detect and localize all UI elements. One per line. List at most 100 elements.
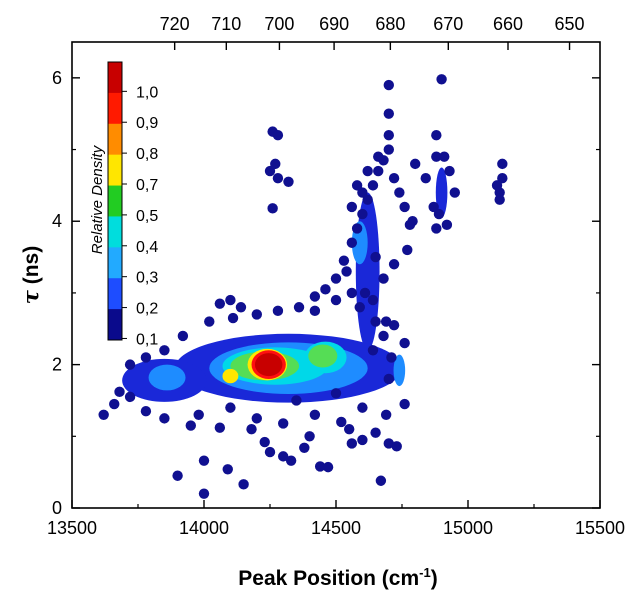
colorbar-segment [108,278,122,310]
data-point [251,309,262,320]
density-region-mid_low [148,364,186,391]
top-tick-label: 710 [211,14,241,34]
data-point [378,273,389,284]
top-tick-label: 650 [555,14,585,34]
y-tick-label: 0 [52,498,62,518]
data-point [304,431,315,442]
x-axis-title: Peak Position (cm-1) [238,565,437,590]
colorbar-segment [108,154,122,187]
data-point [367,345,379,356]
colorbar-label: 0,7 [136,177,158,194]
data-point [330,294,342,306]
data-point [380,316,392,327]
colorbar-label: 0,5 [136,208,158,225]
data-point [346,438,358,449]
data-point [235,302,247,313]
data-point [370,427,381,438]
data-point [341,266,352,277]
data-point [380,409,392,420]
data-point [362,194,373,205]
data-point [291,395,302,406]
data-point [124,359,136,370]
data-point [330,388,342,399]
data-point [185,420,196,431]
data-point [431,130,442,141]
data-point [309,305,321,317]
data-point [140,406,152,417]
x-axis-ticks: 13500 14000 14500 15000 15500 [47,500,625,538]
data-point [375,475,387,486]
data-point [388,173,400,184]
colorbar-segment [108,309,122,341]
top-tick-label: 700 [264,14,294,34]
data-point [399,398,410,410]
data-point [278,418,289,429]
colorbar-label: 0,1 [136,331,158,348]
data-point [227,312,239,324]
data-point [378,330,389,342]
data-point [357,208,368,220]
data-point [386,352,397,363]
y-tick-label: 6 [52,68,62,88]
data-point [491,180,503,191]
colorbar-label: 0,2 [136,301,158,318]
colorbar-segment [108,216,122,248]
data-point [98,409,109,420]
x-tick-label: 14500 [311,518,361,538]
data-point [420,173,431,184]
data-point [407,216,418,227]
x-tick-label: 15500 [575,518,625,538]
data-point [320,284,331,295]
data-point [214,298,226,309]
data-point [431,151,442,162]
data-point [394,187,405,198]
data-point [309,409,321,420]
data-point [431,223,442,234]
data-point [299,442,310,453]
data-point [259,436,270,448]
top-tick-label: 670 [433,14,463,34]
data-point [497,158,508,170]
y-axis-title-unit: (ns) [20,246,43,290]
data-point [314,461,326,472]
data-point [357,402,368,413]
colorbar-segment [108,185,122,217]
data-point [354,302,365,313]
data-point [238,479,249,490]
top-axis-ticks: 720 710 700 690 680 670 660 650 [160,14,585,50]
data-point [351,223,363,234]
density-layer [122,167,448,403]
data-point [357,434,368,446]
data-point [436,74,447,85]
data-point [124,391,136,403]
data-point [383,373,394,385]
data-point [193,409,204,420]
data-point [439,151,450,162]
data-point [177,330,189,342]
data-point [362,165,373,177]
data-point [441,219,453,231]
data-point [222,464,233,475]
data-point [373,151,384,162]
data-point [346,201,358,213]
data-point [402,244,413,256]
data-point [285,455,297,466]
data-point [140,352,152,363]
data-point [444,165,455,177]
colorbar-label: 1,0 [136,84,158,101]
data-point [330,273,342,284]
colorbar-segment [108,62,122,94]
density-region-mid_low [393,354,406,387]
data-point [198,455,210,466]
data-point [383,144,394,155]
data-point [494,194,505,205]
data-point [346,237,358,248]
data-point [388,319,400,331]
data-point [359,287,371,299]
data-point [399,201,410,213]
data-point [270,158,281,170]
data-point [172,470,183,481]
density-region-low [435,167,448,218]
data-point [449,187,460,198]
colorbar-label: 0,8 [136,146,158,163]
